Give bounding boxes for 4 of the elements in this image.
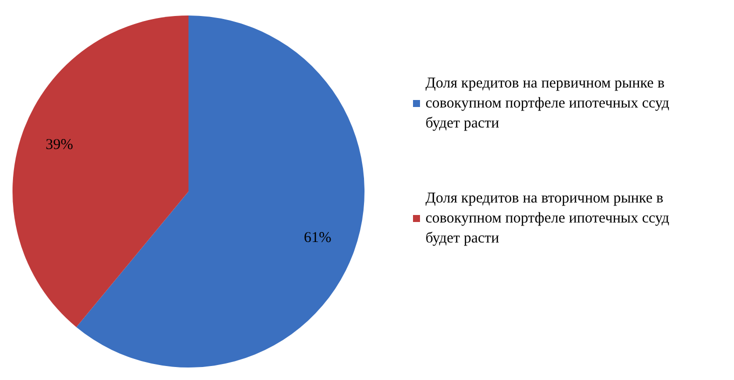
data-label: 39%	[46, 137, 74, 153]
data-label: 61%	[304, 230, 332, 246]
legend-label: Доля кредитов на вторичном рынке в совокупном портфеле ипотечных ссуд будет расти	[426, 190, 670, 246]
legend-label: Доля кредитов на первичном рынке в совокупном портфеле ипотечных ссуд будет расти	[426, 76, 670, 132]
